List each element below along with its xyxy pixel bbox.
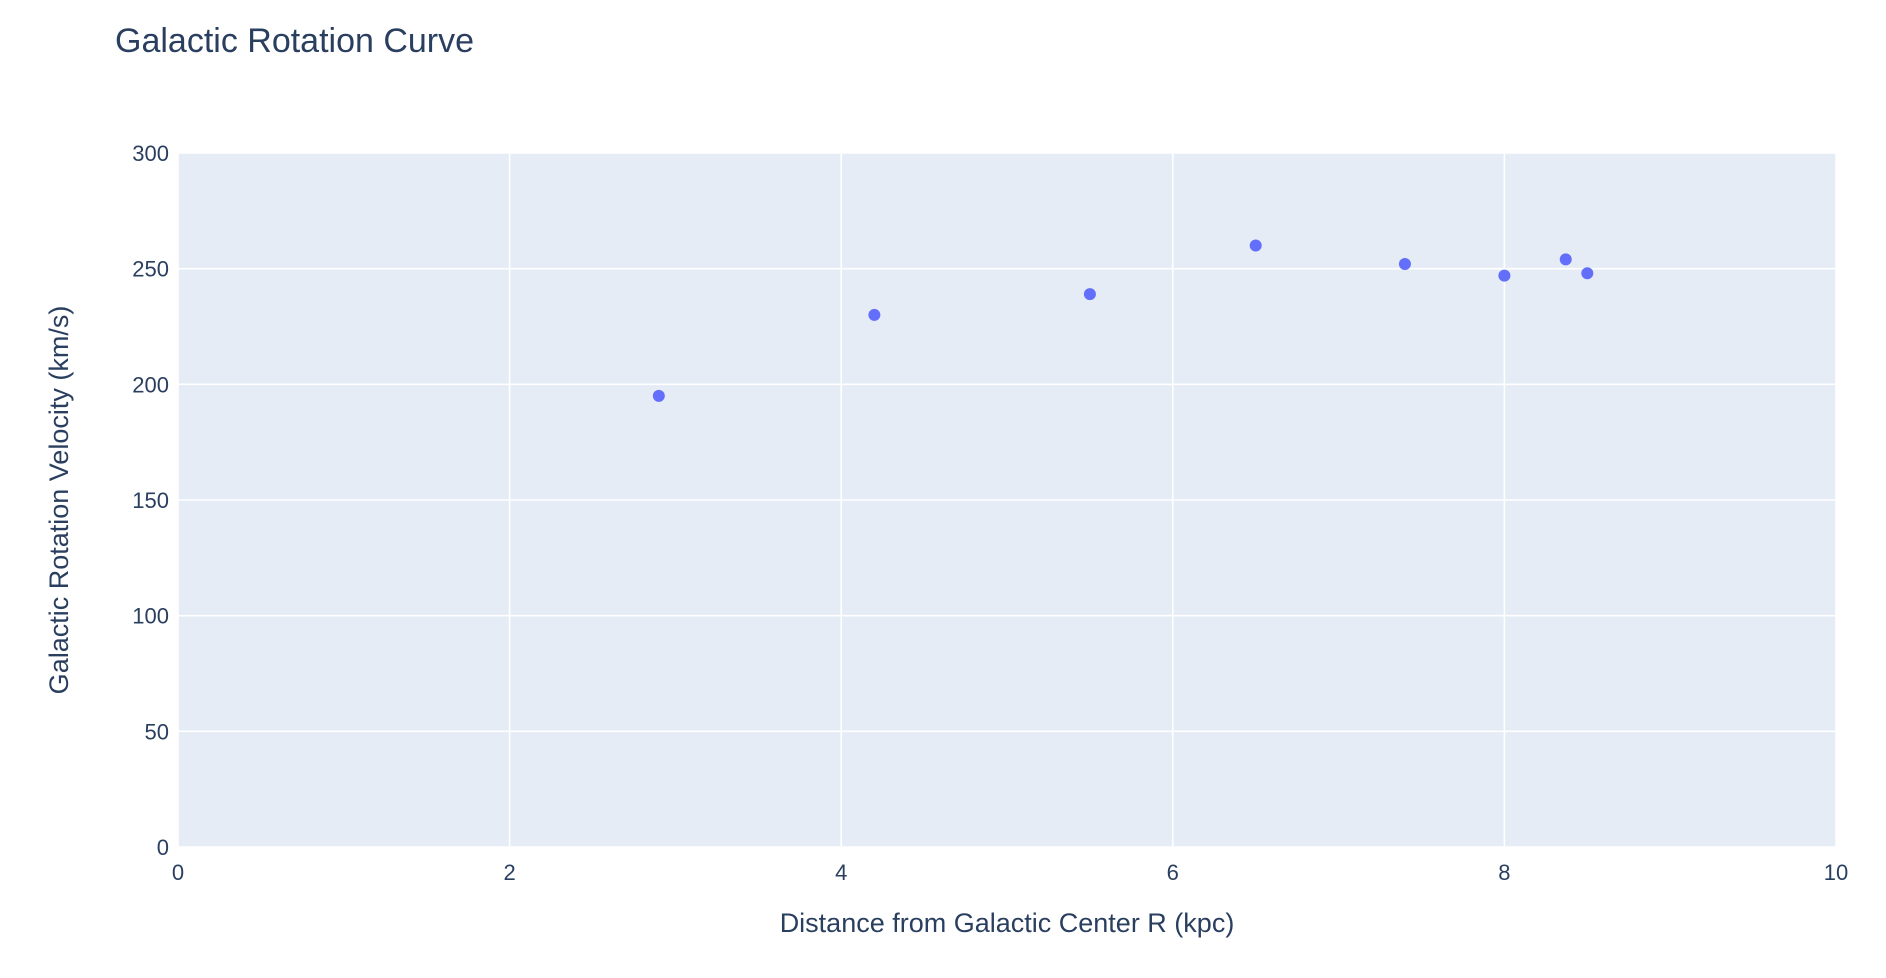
y-axis-title: Galactic Rotation Velocity (km/s) bbox=[44, 306, 74, 695]
x-tick-label: 6 bbox=[1167, 860, 1179, 885]
y-tick-label: 0 bbox=[157, 835, 169, 860]
y-tick-label: 50 bbox=[145, 719, 169, 744]
data-point bbox=[1249, 239, 1262, 252]
data-point bbox=[652, 389, 665, 402]
grid bbox=[177, 152, 1837, 848]
y-tick-label: 200 bbox=[132, 372, 169, 397]
x-tick-label: 0 bbox=[172, 860, 184, 885]
data-point bbox=[1083, 288, 1096, 301]
x-tick-label: 2 bbox=[503, 860, 515, 885]
chart-title: Galactic Rotation Curve bbox=[115, 22, 474, 60]
y-tick-label: 300 bbox=[132, 141, 169, 166]
data-point bbox=[868, 308, 881, 321]
data-point bbox=[1398, 258, 1411, 271]
data-point bbox=[1498, 269, 1511, 282]
x-tick-label: 8 bbox=[1498, 860, 1510, 885]
y-tick-label: 100 bbox=[132, 604, 169, 629]
x-axis-ticks: 0 2 4 6 8 10 bbox=[172, 860, 1848, 885]
y-tick-label: 250 bbox=[132, 257, 169, 282]
data-point bbox=[1559, 253, 1572, 266]
data-point bbox=[1581, 267, 1594, 280]
x-tick-label: 10 bbox=[1824, 860, 1848, 885]
x-axis-title: Distance from Galactic Center R (kpc) bbox=[780, 908, 1235, 938]
data-points bbox=[652, 239, 1594, 402]
x-tick-label: 4 bbox=[835, 860, 847, 885]
y-tick-label: 150 bbox=[132, 488, 169, 513]
y-axis-ticks: 0 50 100 150 200 250 300 bbox=[132, 141, 169, 860]
